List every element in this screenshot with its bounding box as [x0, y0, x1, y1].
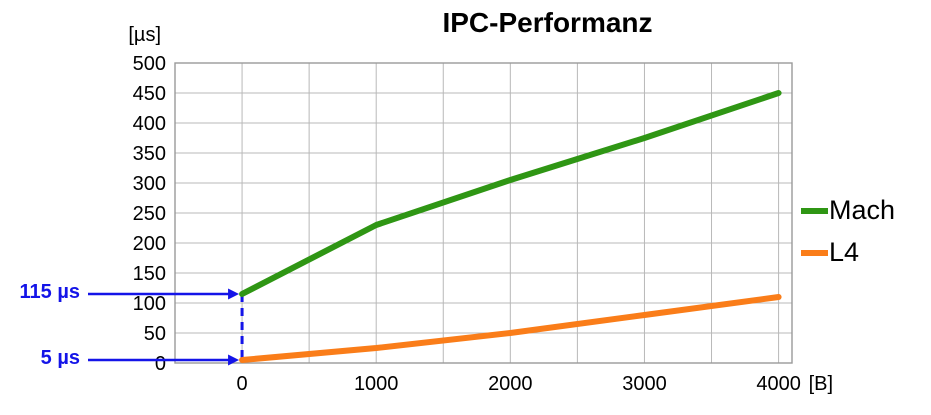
x-tick-label: 1000 [354, 373, 399, 395]
legend-item-l4: L4 [801, 237, 895, 268]
annotation-arrow-head [228, 354, 240, 366]
chart-title: IPC-Performanz [442, 7, 653, 38]
legend-label-mach: Mach [829, 195, 896, 225]
y-tick-label: 0 [155, 353, 166, 375]
y-tick-label: 150 [133, 263, 166, 285]
legend-swatch-mach [801, 207, 828, 214]
y-axis-unit-label: [µs] [128, 24, 161, 46]
legend: Mach L4 [801, 195, 895, 268]
series-line-mach [239, 90, 782, 297]
annotation-5us: 5 µs [40, 347, 80, 369]
y-tick-label: 300 [133, 173, 166, 195]
y-tick-label: 100 [133, 293, 166, 315]
x-tick-label: 2000 [488, 373, 533, 395]
y-tick-label: 500 [133, 53, 166, 75]
x-tick-label: 0 [237, 373, 248, 395]
legend-swatch-l4 [801, 249, 828, 256]
series-line-l4 [239, 294, 782, 363]
legend-item-mach: Mach [801, 195, 895, 226]
x-tick-label: 3000 [622, 373, 667, 395]
annotation-115us: 115 µs [19, 281, 80, 303]
annotation-arrow-head [228, 288, 240, 300]
legend-label-l4: L4 [829, 237, 860, 267]
plot-border [174, 62, 793, 364]
x-axis-unit-label: [B] [809, 373, 833, 395]
y-tick-label: 50 [144, 323, 166, 345]
x-tick-label: 4000 [756, 373, 801, 395]
y-tick-label: 250 [133, 203, 166, 225]
y-tick-label: 400 [133, 113, 166, 135]
y-tick-label: 350 [133, 143, 166, 165]
y-tick-label: 200 [133, 233, 166, 255]
y-tick-label: 450 [133, 83, 166, 105]
